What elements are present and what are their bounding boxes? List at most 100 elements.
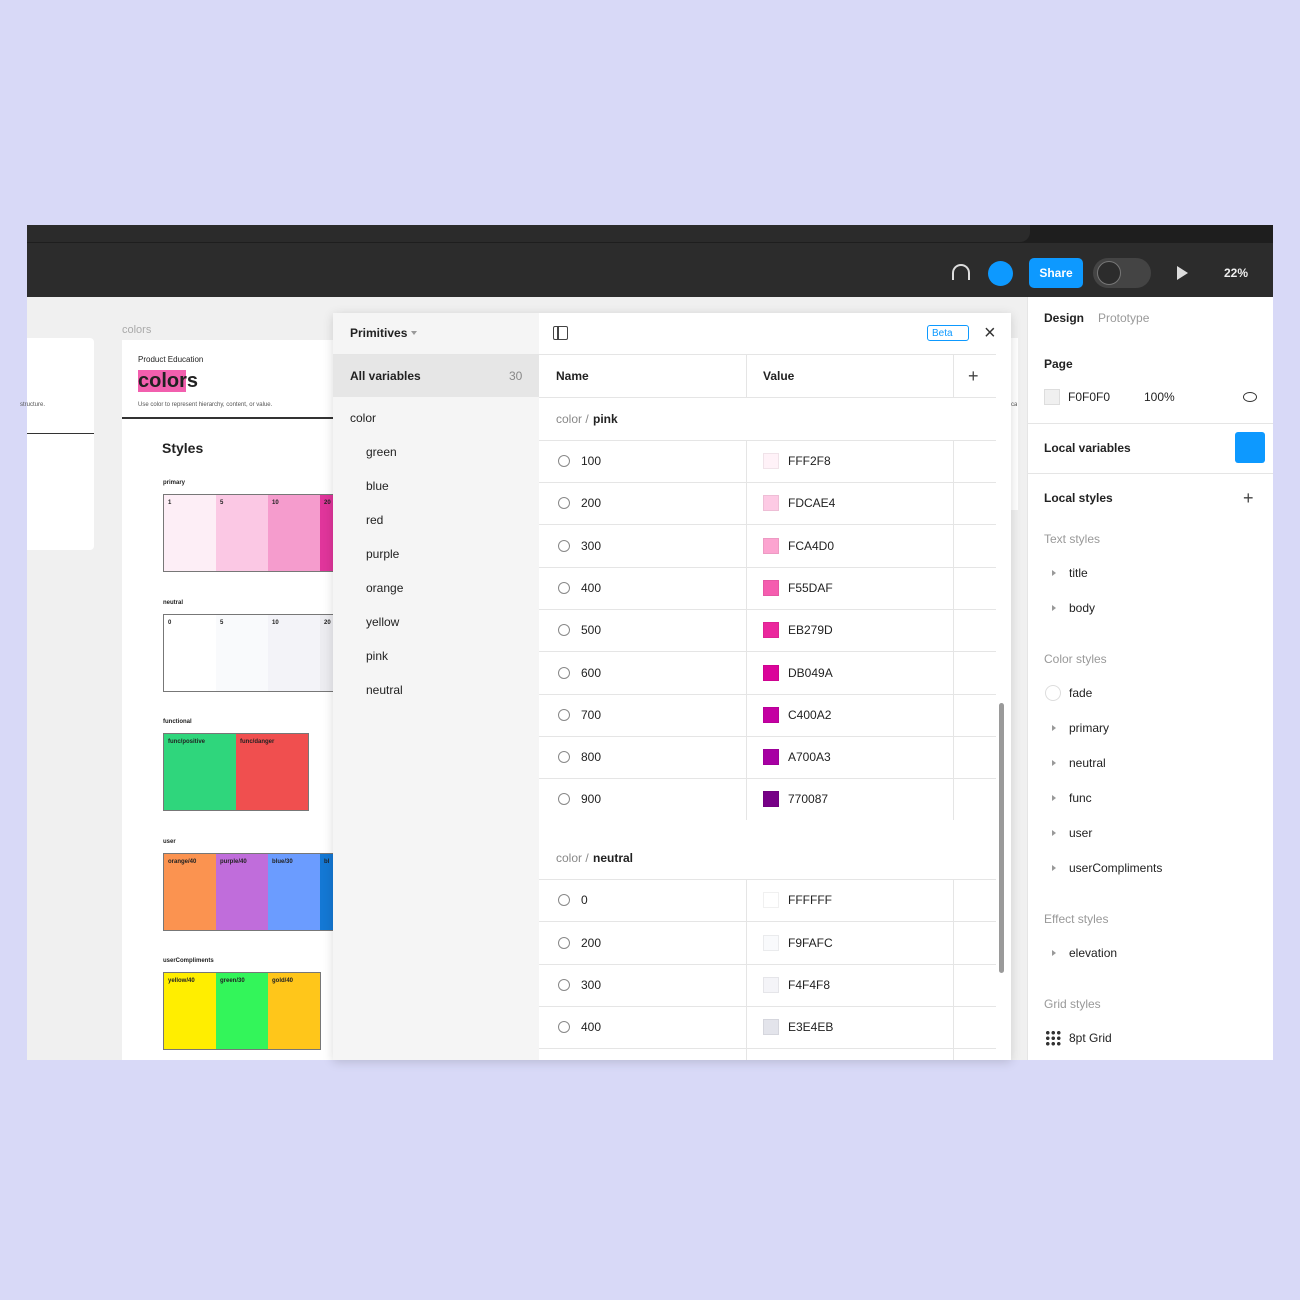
frame-title: colors	[138, 370, 199, 392]
local-variables[interactable]: Local variables	[1044, 441, 1131, 455]
variable-value[interactable]: FFFFFF	[788, 893, 832, 908]
style-heading: Text styles	[1044, 532, 1101, 546]
col-cover	[746, 820, 747, 880]
variable-name[interactable]: 400	[581, 1020, 602, 1035]
add-variable[interactable]: +	[968, 366, 979, 386]
style-item[interactable]: body	[1069, 601, 1096, 615]
avatar[interactable]	[988, 261, 1013, 286]
variable-name[interactable]: 400	[581, 580, 602, 595]
color-icon	[558, 751, 570, 764]
tab[interactable]: Prototype	[1098, 311, 1150, 325]
group-item[interactable]: pink	[366, 649, 389, 663]
style-swatch	[1045, 685, 1061, 701]
share-button[interactable]: Share	[1029, 258, 1083, 288]
group-item[interactable]: purple	[366, 547, 400, 561]
group-item[interactable]: green	[366, 445, 397, 459]
headphones-icon[interactable]	[952, 264, 970, 280]
variable-name[interactable]: 300	[581, 538, 602, 553]
color-icon	[558, 624, 570, 637]
panel-rule	[1028, 473, 1273, 474]
variable-value[interactable]: F4F4F8	[788, 978, 831, 992]
group-item[interactable]: orange	[366, 581, 404, 595]
row-rule	[539, 1006, 996, 1007]
scrollbar[interactable]	[999, 703, 1004, 973]
style-item[interactable]: 8pt Grid	[1069, 1031, 1112, 1045]
beta-badge[interactable]: Beta	[927, 325, 969, 341]
variable-value[interactable]: EB279D	[788, 623, 833, 638]
group-item[interactable]: red	[366, 513, 384, 527]
variable-value[interactable]: E3E4EB	[788, 1020, 834, 1035]
variable-value[interactable]: DB049A	[788, 665, 833, 680]
color-icon	[558, 1021, 570, 1034]
swatch	[216, 495, 268, 571]
style-item[interactable]: func	[1069, 791, 1092, 805]
style-item[interactable]: title	[1069, 566, 1088, 580]
variable-name[interactable]: 700	[581, 707, 602, 722]
variable-value[interactable]: FDCAE4	[788, 496, 836, 511]
page-color[interactable]: F0F0F0	[1068, 390, 1111, 404]
grid-icon	[1045, 1030, 1061, 1046]
left-rule	[27, 433, 94, 434]
color-icon	[558, 793, 570, 806]
play-icon[interactable]	[1177, 266, 1188, 280]
caret	[1052, 570, 1056, 576]
variable-name[interactable]: 600	[581, 665, 602, 680]
all-variables-row[interactable]	[333, 355, 539, 397]
variable-value[interactable]: F55DAF	[788, 580, 833, 595]
all-variables[interactable]: All variables	[350, 369, 421, 383]
tab[interactable]: Design	[1044, 311, 1085, 325]
zoom-level[interactable]: 22%	[1224, 266, 1249, 280]
color-icon	[558, 455, 570, 467]
variable-name[interactable]: 200	[581, 935, 602, 950]
style-item[interactable]: user	[1069, 826, 1093, 840]
color-icon	[558, 539, 570, 552]
swatch	[268, 973, 320, 1049]
variable-swatch	[763, 977, 779, 993]
variable-name[interactable]: 900	[581, 792, 602, 807]
variable-value[interactable]: A700A3	[788, 750, 831, 765]
panel-toggle-icon[interactable]	[553, 326, 568, 340]
variable-value[interactable]: F9FAFC	[788, 935, 833, 950]
color-icon	[558, 708, 570, 721]
title-highlight	[138, 370, 186, 392]
swatch-label: 10	[272, 500, 279, 506]
close-button[interactable]: ×	[984, 322, 996, 344]
swatch-label: func/positive	[168, 739, 206, 745]
variable-name[interactable]: 0	[581, 893, 588, 908]
col-rule	[953, 355, 954, 1060]
frame-rule	[122, 417, 362, 419]
variable-name[interactable]: 100	[581, 454, 602, 468]
style-item[interactable]: fade	[1069, 686, 1093, 700]
variable-name[interactable]: 800	[581, 750, 602, 765]
group-item[interactable]: blue	[366, 479, 389, 493]
group-item[interactable]: neutral	[366, 683, 403, 697]
variable-value[interactable]: C400A2	[788, 707, 832, 722]
eye-icon[interactable]	[1243, 392, 1257, 402]
variable-value[interactable]: 770087	[788, 792, 829, 807]
group-item[interactable]: yellow	[366, 615, 400, 629]
collection-name[interactable]: Primitives	[350, 326, 408, 340]
swatch-group	[163, 972, 321, 1050]
caret	[1052, 865, 1056, 871]
row-rule	[539, 651, 996, 653]
style-item[interactable]: userCompliments	[1069, 861, 1163, 875]
group-root[interactable]: color	[350, 411, 377, 425]
variable-value[interactable]: FFF2F8	[788, 454, 831, 468]
style-item[interactable]: neutral	[1069, 756, 1106, 770]
style-item[interactable]: elevation	[1069, 946, 1118, 960]
right-frame	[1011, 338, 1018, 510]
row-rule	[539, 482, 996, 483]
variables-button[interactable]	[1235, 432, 1265, 463]
variable-name[interactable]: 500	[581, 623, 602, 638]
style-item[interactable]: primary	[1069, 721, 1110, 735]
swatch-label: 10	[272, 619, 279, 626]
add-style[interactable]: +	[1243, 488, 1254, 508]
swatch-label: gold/40	[272, 978, 294, 984]
variable-name[interactable]: 300	[581, 978, 602, 992]
variable-value[interactable]: FCA4D0	[788, 538, 835, 553]
swatch-label: purple/40	[220, 858, 247, 865]
swatch-label: 0	[168, 619, 172, 626]
page-opacity[interactable]: 100%	[1144, 390, 1175, 404]
variable-name[interactable]: 200	[581, 496, 602, 511]
